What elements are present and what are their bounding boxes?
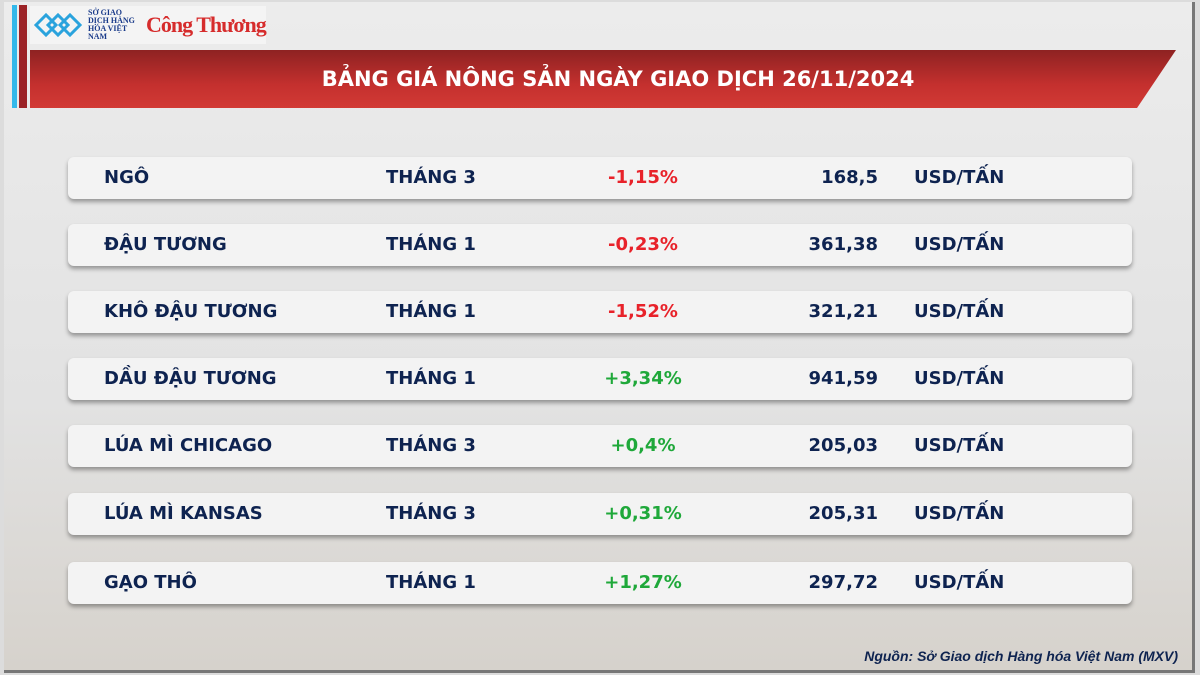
table-row: ĐẬU TƯƠNG THÁNG 1 -0,23% 361,38 USD/TẤN xyxy=(68,224,1132,266)
price-unit: USD/TẤN xyxy=(914,368,1005,389)
title-banner: BẢNG GIÁ NÔNG SẢN NGÀY GIAO DỊCH 26/11/2… xyxy=(30,50,1176,108)
commodity-name: NGÔ xyxy=(104,167,150,188)
contract-month: THÁNG 1 xyxy=(386,572,476,593)
commodity-name: DẦU ĐẬU TƯƠNG xyxy=(104,368,277,389)
price-value: 297,72 xyxy=(808,572,878,593)
price-unit: USD/TẤN xyxy=(914,572,1005,593)
price-value: 205,31 xyxy=(808,503,878,524)
page-title: BẢNG GIÁ NÔNG SẢN NGÀY GIAO DỊCH 26/11/2… xyxy=(321,67,915,91)
price-value: 941,59 xyxy=(808,368,878,389)
commodity-name: ĐẬU TƯƠNG xyxy=(104,234,227,255)
accent-bar-cyan xyxy=(12,5,17,108)
price-unit: USD/TẤN xyxy=(914,435,1005,456)
price-change: +1,27% xyxy=(604,572,682,593)
congthuong-logo: Công Thương xyxy=(146,12,267,37)
price-unit: USD/TẤN xyxy=(914,167,1005,188)
commodity-name: GẠO THÔ xyxy=(104,572,197,593)
price-change: +0,31% xyxy=(604,503,682,524)
mxv-logo-text: SỞ GIAO DỊCH HÀNG HÓA VIỆT NAM xyxy=(88,8,135,41)
price-value: 361,38 xyxy=(808,234,878,255)
table-row: LÚA MÌ KANSAS THÁNG 3 +0,31% 205,31 USD/… xyxy=(68,493,1132,535)
contract-month: THÁNG 3 xyxy=(386,167,476,188)
accent-bar-red xyxy=(19,5,27,108)
table-row: LÚA MÌ CHICAGO THÁNG 3 +0,4% 205,03 USD/… xyxy=(68,425,1132,467)
price-change: +3,34% xyxy=(604,368,682,389)
commodity-name: LÚA MÌ KANSAS xyxy=(104,503,263,524)
price-value: 321,21 xyxy=(808,301,878,322)
commodity-name: LÚA MÌ CHICAGO xyxy=(104,435,273,456)
price-change: -1,52% xyxy=(608,301,678,322)
price-value: 168,5 xyxy=(821,167,878,188)
price-value: 205,03 xyxy=(808,435,878,456)
price-unit: USD/TẤN xyxy=(914,301,1005,322)
table-row: KHÔ ĐẬU TƯƠNG THÁNG 1 -1,52% 321,21 USD/… xyxy=(68,291,1132,333)
contract-month: THÁNG 3 xyxy=(386,435,476,456)
contract-month: THÁNG 1 xyxy=(386,368,476,389)
table-row: NGÔ THÁNG 3 -1,15% 168,5 USD/TẤN xyxy=(68,157,1132,199)
contract-month: THÁNG 1 xyxy=(386,301,476,322)
price-change: -1,15% xyxy=(608,167,678,188)
price-change: +0,4% xyxy=(610,435,676,456)
price-change: -0,23% xyxy=(608,234,678,255)
background-frame xyxy=(4,2,1195,673)
table-row: DẦU ĐẬU TƯƠNG THÁNG 1 +3,34% 941,59 USD/… xyxy=(68,358,1132,400)
contract-month: THÁNG 3 xyxy=(386,503,476,524)
price-unit: USD/TẤN xyxy=(914,503,1005,524)
mxv-logo-icon xyxy=(34,12,83,38)
source-note: Nguồn: Sở Giao dịch Hàng hóa Việt Nam (M… xyxy=(864,648,1178,664)
table-row: GẠO THÔ THÁNG 1 +1,27% 297,72 USD/TẤN xyxy=(68,562,1132,604)
price-unit: USD/TẤN xyxy=(914,234,1005,255)
contract-month: THÁNG 1 xyxy=(386,234,476,255)
commodity-name: KHÔ ĐẬU TƯƠNG xyxy=(104,301,278,322)
logo-box: SỞ GIAO DỊCH HÀNG HÓA VIỆT NAM Công Thươ… xyxy=(30,6,267,44)
